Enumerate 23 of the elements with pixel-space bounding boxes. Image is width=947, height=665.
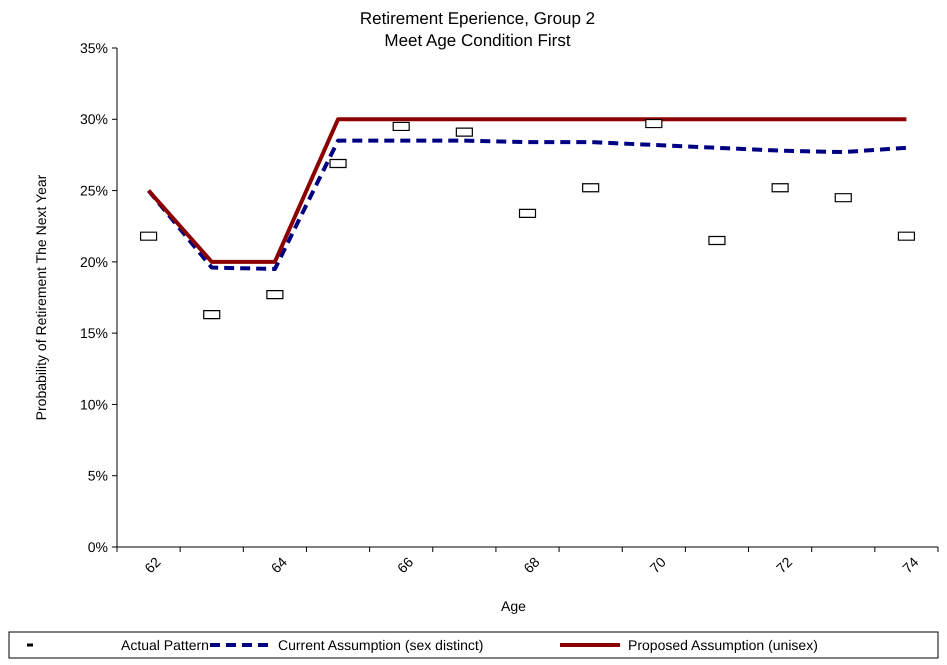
- y-tick-label: 0%: [88, 538, 108, 555]
- legend-label: Current Assumption (sex distinct): [278, 636, 484, 653]
- x-axis-title: Age: [501, 598, 526, 614]
- y-tick-label: 35%: [80, 40, 108, 56]
- text: Actual Pattern: [121, 636, 209, 653]
- x-tick-label: 70: [646, 554, 670, 576]
- y-tick-label: 10%: [80, 396, 108, 412]
- x-tick-label: 62: [141, 554, 164, 576]
- y-tick-label: 25%: [80, 182, 108, 198]
- x-tick-label: 72: [772, 554, 796, 576]
- y-tick-label: 15%: [80, 325, 108, 342]
- y-axis-title: Probability of Retirement The Next Year: [33, 174, 49, 420]
- chart-title: Retirement Eperience, Group 2: [360, 9, 596, 28]
- y-tick-label: 20%: [80, 254, 108, 270]
- x-tick-label: 68: [520, 554, 543, 576]
- y-tick-label: 30%: [80, 111, 108, 128]
- x-tick-label: 66: [394, 554, 416, 576]
- chart-subtitle: Meet Age Condition First: [384, 31, 571, 50]
- y-tick-label: 5%: [88, 468, 108, 484]
- x-tick-label: 74: [899, 554, 922, 576]
- x-tick-label: 64: [268, 554, 290, 576]
- legend-label: Proposed Assumption (unisex): [628, 636, 818, 653]
- line-series: [146, 138, 908, 271]
